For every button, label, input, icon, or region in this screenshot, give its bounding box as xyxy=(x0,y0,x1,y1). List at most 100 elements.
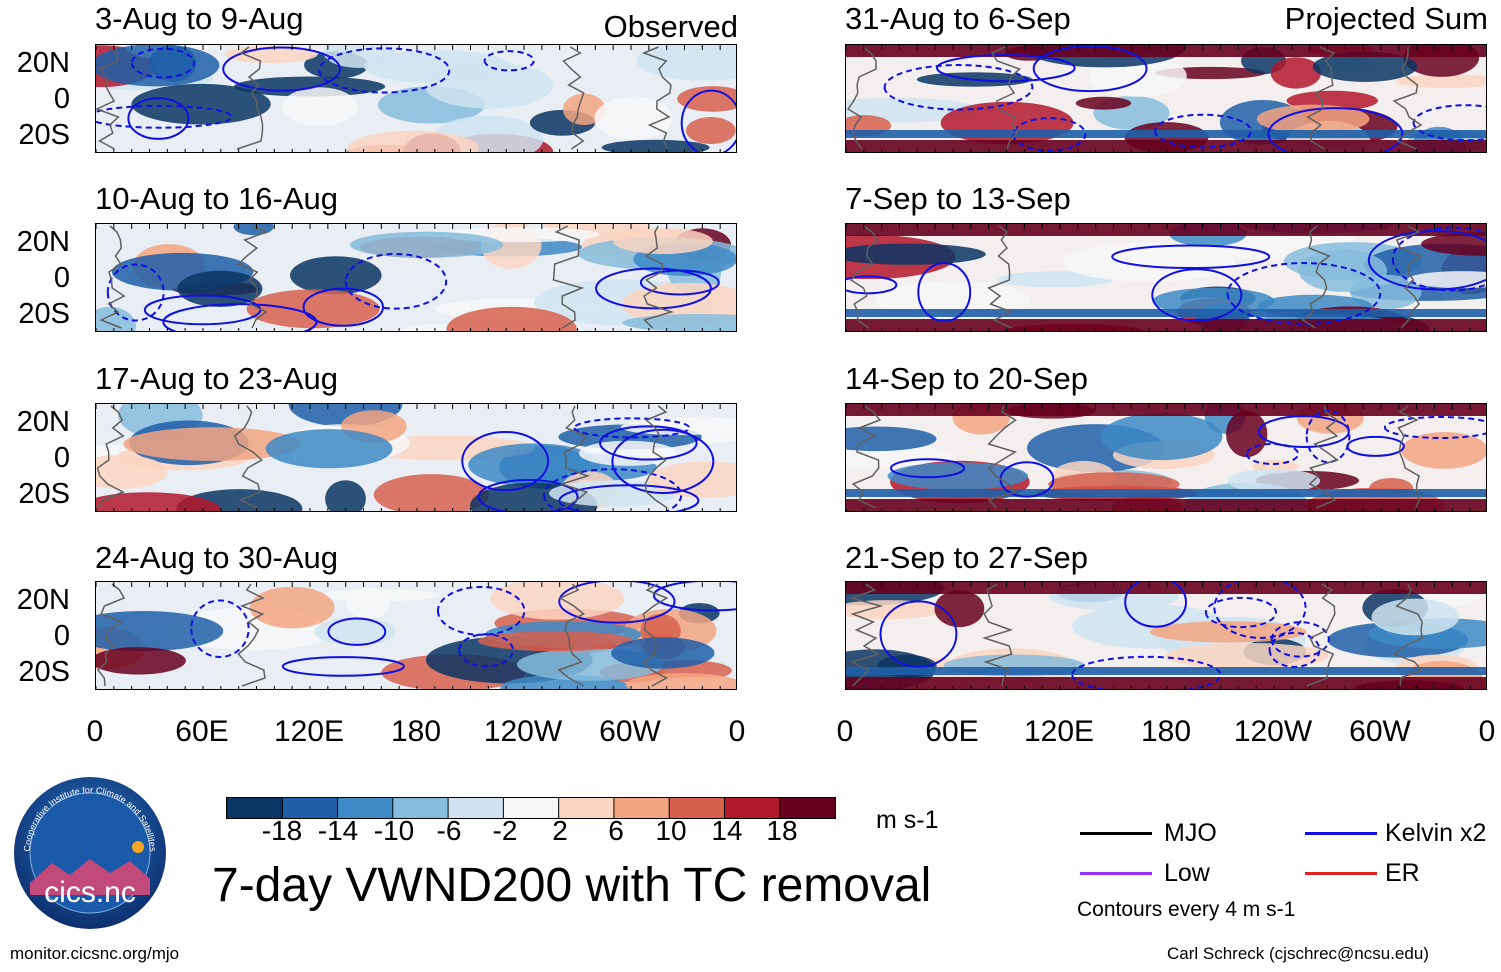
kelvin-contour xyxy=(599,425,698,461)
wind-anomaly-region xyxy=(123,427,302,461)
colorbar-tick: 18 xyxy=(766,815,798,846)
wind-anomaly-region xyxy=(265,429,393,469)
colorbar-swatch xyxy=(558,798,615,818)
map-panel-7 xyxy=(845,403,1487,512)
colorbar-tick: 10 xyxy=(655,815,687,846)
kelvin-contour xyxy=(1412,104,1486,142)
kelvin-contour xyxy=(1268,631,1321,668)
coastline xyxy=(233,405,263,509)
coastline xyxy=(1301,225,1331,329)
kelvin-contour xyxy=(436,586,526,636)
kelvin-contour xyxy=(1124,582,1187,628)
kelvin-contour xyxy=(917,262,972,323)
lat-tick-20s: 20S xyxy=(18,656,70,688)
coastline xyxy=(99,225,126,329)
kelvin-contour xyxy=(883,64,1034,111)
colorbar-swatch xyxy=(448,798,504,818)
wind-anomaly-region xyxy=(177,270,263,307)
kelvin-contour xyxy=(936,53,1076,83)
kelvin-contour xyxy=(318,47,451,94)
wind-anomaly-region xyxy=(96,647,186,675)
wind-anomaly-region xyxy=(373,474,489,511)
colorbar-swatch xyxy=(669,798,725,818)
kelvin-contour xyxy=(1267,107,1404,152)
colorbar-tick: 6 xyxy=(608,815,624,846)
wind-anomaly-region xyxy=(1227,468,1321,494)
map-panel-4 xyxy=(95,581,737,690)
kelvin-contour xyxy=(302,287,385,327)
legend-line-er xyxy=(1305,872,1377,875)
wind-anomaly-region xyxy=(234,76,386,97)
lat-tick-20s: 20S xyxy=(18,478,70,510)
lon-tick: 180 xyxy=(390,715,442,748)
kelvin-contour xyxy=(222,46,342,92)
lat-tick-20s: 20S xyxy=(18,119,70,151)
wind-anomaly-region xyxy=(1407,271,1486,289)
lon-tick: 60W xyxy=(1349,715,1411,748)
lon-tick: 60E xyxy=(925,715,979,748)
kelvin-contour xyxy=(1367,230,1486,291)
map-panel-5 xyxy=(845,44,1487,153)
coastline xyxy=(982,583,1014,687)
colorbar-swatch xyxy=(613,798,670,818)
kelvin-contour xyxy=(611,428,715,495)
lon-tick: 120E xyxy=(273,715,345,748)
panel-title-8: 21-Sep to 27-Sep xyxy=(845,540,1089,575)
kelvin-contour xyxy=(1111,244,1271,270)
colorbar-tick: -6 xyxy=(436,815,462,846)
lon-tick: 0 xyxy=(728,715,746,748)
wind-anomaly-region xyxy=(594,96,673,140)
coastline xyxy=(557,583,586,687)
wind-anomaly-region xyxy=(1421,232,1486,256)
wind-anomaly-region xyxy=(934,590,985,628)
lat-tick-eq: 0 xyxy=(53,442,70,474)
lon-tick: 120W xyxy=(483,715,563,748)
panel-title-2: 10-Aug to 16-Aug xyxy=(95,181,339,216)
lon-tick: 120W xyxy=(1233,715,1313,748)
wind-anomaly-region xyxy=(1152,287,1275,315)
wind-anomaly-region xyxy=(613,228,713,255)
coastline xyxy=(642,583,669,687)
kelvin-contour xyxy=(680,89,736,152)
colorbar-tick: 14 xyxy=(711,815,743,846)
colorbar-swatch xyxy=(337,798,394,818)
lat-tick-20n: 20N xyxy=(16,584,70,616)
kelvin-contour xyxy=(130,47,195,79)
footer-url: monitor.cicsnc.org/mjo xyxy=(10,944,180,963)
wind-anomaly-region xyxy=(363,50,512,84)
wind-anomaly-region xyxy=(846,243,986,265)
coastline xyxy=(96,46,120,150)
wind-anomaly-region xyxy=(281,87,358,127)
lon-tick: 60E xyxy=(175,715,229,748)
kelvin-contour xyxy=(879,600,958,668)
colorbar-tick: -2 xyxy=(492,815,518,846)
wind-anomaly-region xyxy=(1256,104,1370,134)
kelvin-contour xyxy=(344,253,448,310)
kelvin-contour xyxy=(1204,596,1277,629)
lon-tick: 0 xyxy=(836,715,854,748)
wind-anomaly-region xyxy=(314,617,396,646)
wind-anomaly-region xyxy=(846,600,946,620)
figure-title: 7-day VWND200 with TC removal xyxy=(212,859,932,912)
kelvin-contour xyxy=(281,656,405,677)
kelvin-contour xyxy=(1305,409,1351,464)
kelvin-contour xyxy=(595,267,712,310)
colorbar-swatch xyxy=(227,798,283,818)
legend-label-kelvin: Kelvin x2 xyxy=(1385,819,1487,847)
legend-label-er: ER xyxy=(1385,859,1420,887)
kelvin-contour xyxy=(1346,435,1405,457)
kelvin-contour xyxy=(558,582,676,624)
wind-anomaly-region xyxy=(490,582,625,620)
colorbar-tick: 2 xyxy=(552,815,568,846)
wind-anomaly-region xyxy=(249,586,335,629)
wind-anomaly-region xyxy=(96,306,136,331)
kelvin-contour xyxy=(558,484,700,511)
map-panel-2 xyxy=(95,223,737,332)
wind-anomaly-region xyxy=(224,45,318,64)
legend-label-low: Low xyxy=(1164,859,1210,887)
kelvin-contour xyxy=(1213,582,1307,639)
kelvin-contour xyxy=(1012,117,1087,152)
panel-title-6: 7-Sep to 13-Sep xyxy=(845,181,1071,216)
lon-tick: 0 xyxy=(1478,715,1496,748)
map-panel-1 xyxy=(95,44,737,153)
